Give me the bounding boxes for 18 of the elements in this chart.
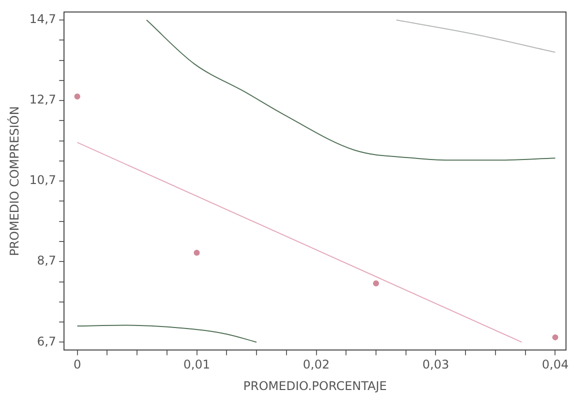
x-tick-label: 0,02	[302, 358, 330, 372]
point	[194, 250, 200, 256]
x-tick-label: 0,04	[542, 358, 569, 372]
y-tick-label: 10,7	[29, 173, 56, 188]
x-tick-label: 0,01	[183, 358, 210, 372]
x-tick-label: 0	[73, 358, 82, 372]
x-tick-label: 0,03	[422, 358, 450, 372]
y-tick-label: 6,7	[37, 334, 56, 348]
point	[74, 94, 80, 100]
y-tick-label: 14,7	[29, 12, 56, 26]
line-series	[146, 20, 556, 161]
y-tick-label: 8,7	[37, 254, 56, 268]
x-axis-title: PROMEDIO.PORCENTAJE	[243, 378, 387, 393]
y-axis-title: PROMEDIO COMPRESIÓN	[6, 106, 22, 256]
line-series	[76, 324, 258, 343]
y-tick-label: 12,7	[29, 92, 56, 107]
point	[373, 280, 379, 286]
point	[552, 334, 558, 340]
